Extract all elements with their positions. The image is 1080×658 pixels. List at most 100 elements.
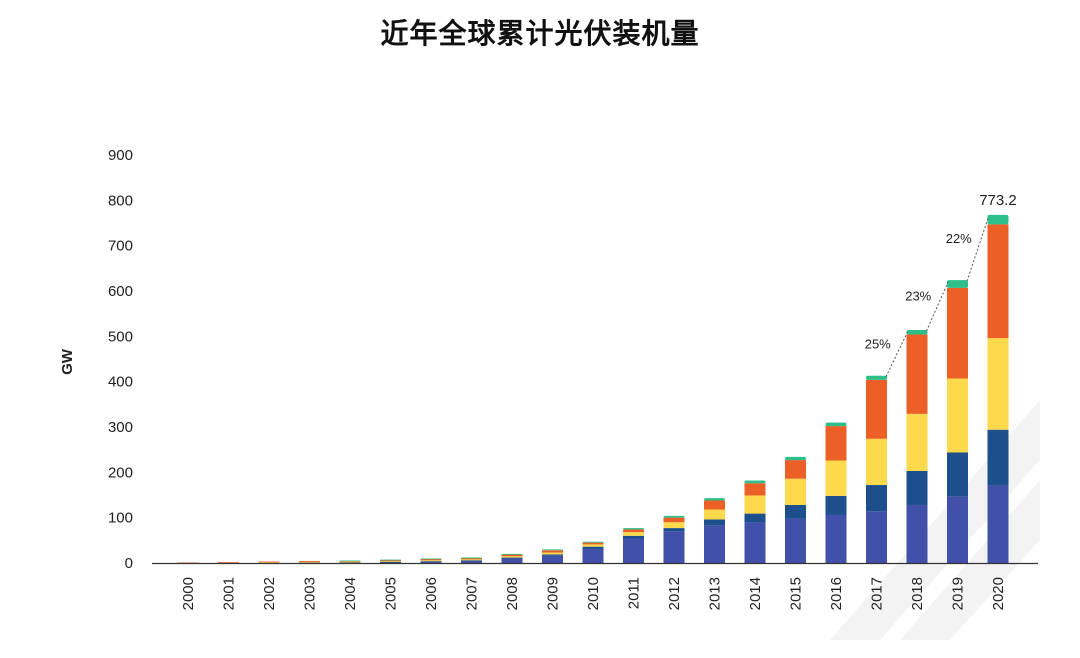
bar-segment <box>785 460 806 479</box>
x-tick-label: 2020 <box>990 577 1007 610</box>
bar-segment <box>704 519 725 526</box>
x-tick-label: 2015 <box>788 577 805 610</box>
bar-segment <box>380 561 401 563</box>
x-tick-label: 2008 <box>504 577 521 610</box>
bar-segment <box>461 559 482 561</box>
bar-segment <box>947 280 968 288</box>
bar-segment <box>582 544 604 547</box>
bar-segment <box>582 541 604 543</box>
bar-segment <box>744 480 766 484</box>
y-tick-label: 400 <box>108 374 133 391</box>
growth-connector <box>885 331 908 377</box>
bar-segment <box>339 562 361 563</box>
growth-connector <box>926 281 949 332</box>
x-tick-label: 2007 <box>464 577 481 610</box>
bar-segment <box>825 460 847 496</box>
bar-segment <box>947 496 968 563</box>
y-tick-label: 500 <box>108 328 133 345</box>
bar-segment <box>906 329 928 335</box>
x-tick-label: 2000 <box>180 577 197 610</box>
bar-segment <box>744 495 766 514</box>
bar-segment <box>420 561 442 563</box>
bar-segment <box>623 538 644 563</box>
bar-segment <box>663 528 685 532</box>
bar-segment <box>825 514 847 563</box>
x-tick-label: 2012 <box>666 577 683 610</box>
bar-segment <box>339 560 361 562</box>
bar-segment <box>542 552 563 555</box>
bar-segment <box>542 554 563 556</box>
bar-segment <box>987 429 1009 486</box>
x-axis: 2000 2001 2002 2003 2004 2005 2006 2007 2008 2009… <box>152 562 1038 610</box>
y-tick-label: 700 <box>108 238 133 255</box>
y-axis: 0 100 200 300 400 500 600 700 800 900 <box>108 147 133 572</box>
bar-segment <box>866 511 887 563</box>
growth-label: 23% <box>905 289 931 304</box>
bar-segment <box>987 224 1009 339</box>
bar-segment <box>420 558 442 561</box>
bar-segment <box>825 426 847 461</box>
bar-segment <box>582 546 604 549</box>
bar-segment <box>542 550 563 553</box>
bar-segment <box>339 561 361 563</box>
bar-segment <box>623 528 644 530</box>
bar-segment <box>785 456 806 461</box>
x-tick-label: 2010 <box>585 577 602 610</box>
bar-segment <box>623 535 644 539</box>
bar-segment <box>623 529 644 533</box>
bar-segment <box>582 542 604 545</box>
bar-segment <box>906 334 928 414</box>
y-tick-label: 0 <box>125 555 133 572</box>
bar-segment <box>663 522 685 529</box>
bar-segment <box>744 522 766 563</box>
bar-segment <box>663 531 685 563</box>
total-value-label: 773.2 <box>979 192 1017 209</box>
bar-segment <box>623 532 644 536</box>
y-tick-label: 600 <box>108 283 133 300</box>
bar-segment <box>987 338 1009 430</box>
x-tick-label: 2018 <box>909 577 926 610</box>
bar-segment <box>704 500 725 510</box>
bar-segment <box>380 559 401 561</box>
bar-segment <box>420 560 442 562</box>
bars <box>177 214 1009 564</box>
x-tick-label: 2011 <box>626 577 643 609</box>
bar-segment <box>461 558 482 560</box>
x-tick-label: 2016 <box>828 577 845 610</box>
bar-segment <box>299 562 320 564</box>
bar-segment <box>906 413 928 471</box>
bar-segment <box>704 498 725 501</box>
bar-segment <box>501 558 523 563</box>
bar-segment <box>461 560 482 563</box>
y-tick-label: 800 <box>108 192 133 209</box>
bar-segment <box>987 214 1009 225</box>
x-tick-label: 2004 <box>342 577 359 610</box>
x-tick-label: 2009 <box>545 577 562 610</box>
bar-segment <box>947 378 968 453</box>
bar-segment <box>501 557 523 559</box>
bar-segment <box>461 557 482 559</box>
y-tick-label: 300 <box>108 419 133 436</box>
bar-segment <box>866 485 887 512</box>
bar-segment <box>785 504 806 519</box>
y-tick-label: 900 <box>108 147 133 164</box>
bar-segment <box>866 375 887 380</box>
bar-segment <box>663 515 685 518</box>
bar-segment <box>825 495 847 515</box>
bar-segment <box>299 561 320 563</box>
bar-segment <box>420 561 442 562</box>
x-tick-label: 2013 <box>707 577 724 610</box>
bar-segment <box>542 555 563 563</box>
x-tick-label: 2017 <box>869 577 886 610</box>
bar-segment <box>744 513 766 523</box>
bar-segment <box>461 560 482 562</box>
x-tick-label: 2019 <box>950 577 967 610</box>
annotations: 25% 23% 22% 773.2 <box>865 192 1017 377</box>
bar-segment <box>258 561 280 563</box>
bar-segment <box>218 562 239 563</box>
chart-title: 近年全球累计光伏装机量 <box>380 17 700 50</box>
bar-segment <box>906 504 928 563</box>
bar-segment <box>501 554 523 557</box>
bar-segment <box>704 509 725 520</box>
